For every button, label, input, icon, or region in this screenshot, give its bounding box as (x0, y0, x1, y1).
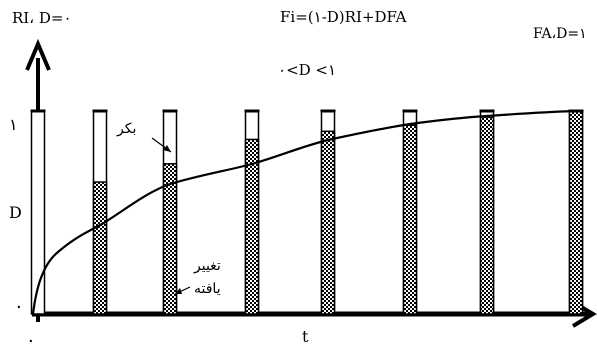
bar-filled-portion (320, 130, 336, 315)
y-axis-label: D (9, 203, 22, 222)
right-condition-label: FA،D=١ (533, 26, 587, 42)
y-axis-arrowhead (25, 38, 51, 71)
changed-arrow (174, 286, 191, 295)
bar-outline (30, 110, 46, 315)
bar-filled-portion (162, 163, 178, 315)
changed-label-line1: تغییر (194, 258, 221, 274)
bars-group (30, 109, 584, 315)
bar-filled-portion (244, 138, 260, 315)
x-axis-label: t (302, 327, 309, 346)
origin-below-label: ٠ (26, 330, 36, 351)
y-max-label: ١ (9, 115, 18, 134)
bar-filled-portion (92, 181, 108, 315)
virgin-label: بکر (117, 121, 137, 137)
bar-filled-portion (479, 116, 495, 315)
left-condition-label: RI، D=٠ (12, 9, 72, 27)
bar-filled-portion (402, 124, 418, 315)
degree-curve (31, 109, 577, 315)
range-label: ٠<D <١ (278, 61, 337, 79)
formula-label: Fi=(١-D)RI+DFA (280, 8, 407, 26)
changed-label-line2: یافته (194, 281, 221, 297)
virgin-arrow (151, 137, 172, 153)
origin-label: ٠ (14, 296, 24, 317)
bar-filled-portion (568, 110, 584, 315)
